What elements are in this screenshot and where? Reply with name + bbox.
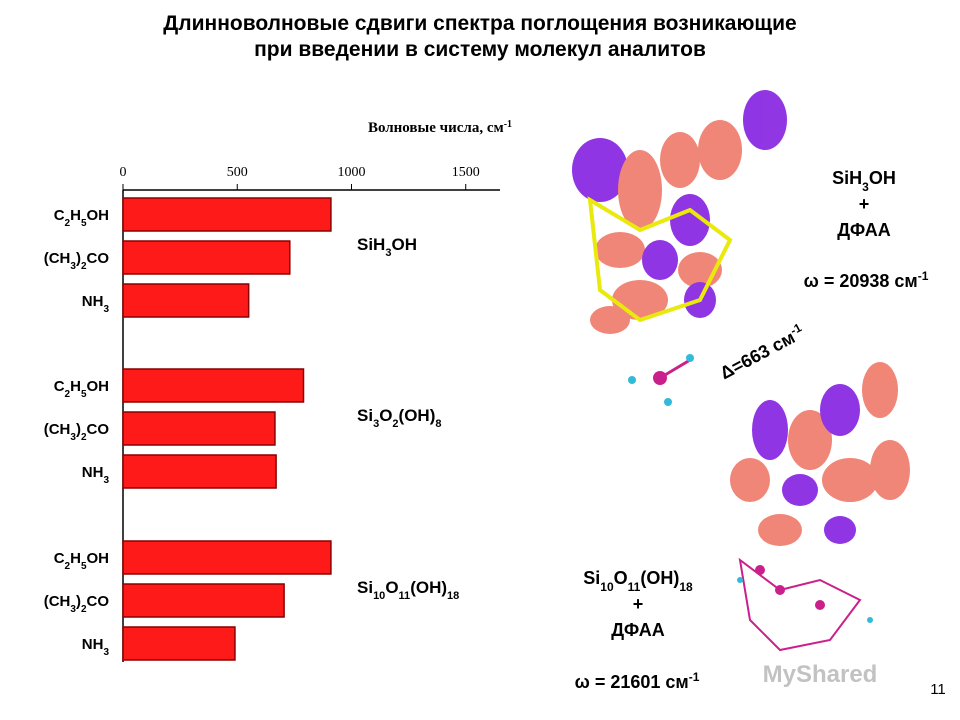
- omega-label: ω = 20938 см-1: [804, 269, 929, 291]
- complex-label: +: [859, 194, 870, 214]
- x-tick-label: 1500: [452, 165, 480, 180]
- y-tick-label: C2H5OH: [54, 550, 109, 572]
- x-tick-label: 1000: [337, 165, 365, 180]
- y-tick-label: NH3: [82, 293, 110, 315]
- bar: [122, 583, 285, 618]
- molecule-top: [568, 88, 787, 406]
- bar: [122, 197, 332, 232]
- complex-label: SiH3OH: [832, 168, 896, 194]
- complex-label: ДФАА: [837, 220, 891, 240]
- title: при введении в систему молекул аналитов: [254, 38, 706, 61]
- page-number: 11: [930, 681, 946, 698]
- x-tick-label: 0: [120, 165, 127, 180]
- bar: [122, 626, 236, 661]
- x-axis-title: Волновые числа, см-1: [368, 119, 512, 137]
- title: Длинноволновые сдвиги спектра поглощения…: [163, 12, 796, 35]
- bar: [122, 454, 277, 489]
- x-tick-label: 500: [227, 165, 248, 180]
- bar: [122, 411, 276, 446]
- y-tick-label: (CH3)2CO: [44, 250, 110, 272]
- omega-label: ω = 21601 см-1: [575, 670, 700, 692]
- y-tick-label: C2H5OH: [54, 378, 109, 400]
- bar: [122, 240, 291, 275]
- y-tick-label: (CH3)2CO: [44, 593, 110, 615]
- y-tick-label: C2H5OH: [54, 207, 109, 229]
- group-label: SiH3OH: [357, 235, 417, 259]
- group-label: Si10O11(OH)18: [357, 578, 459, 602]
- y-tick-label: (CH3)2CO: [44, 421, 110, 443]
- bar: [122, 283, 250, 318]
- complex-label: Si10O11(OH)18: [583, 568, 693, 594]
- y-tick-label: NH3: [82, 464, 110, 486]
- complex-label: ДФАА: [611, 620, 665, 640]
- watermark: MyShared: [763, 661, 878, 688]
- bar: [122, 368, 305, 403]
- complex-label: +: [633, 594, 644, 614]
- group-label: Si3O2(OH)8: [357, 406, 442, 430]
- bar: [122, 540, 332, 575]
- molecule-bottom: [730, 362, 910, 652]
- y-tick-label: NH3: [82, 636, 110, 658]
